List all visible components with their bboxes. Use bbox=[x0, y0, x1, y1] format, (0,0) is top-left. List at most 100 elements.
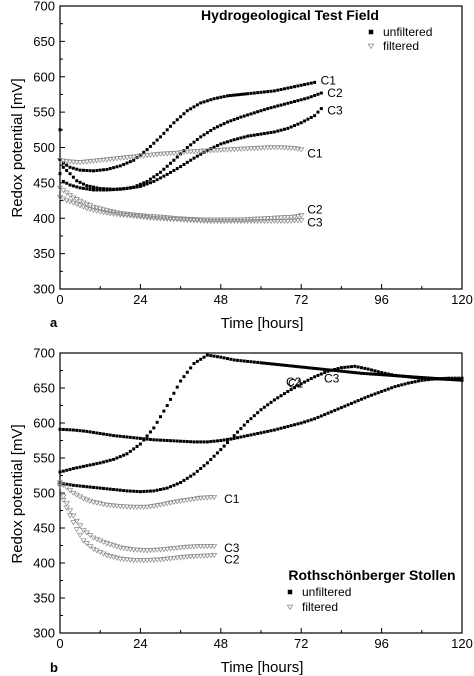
data-point bbox=[407, 382, 410, 385]
data-point bbox=[246, 360, 249, 363]
data-point bbox=[299, 148, 304, 152]
data-point bbox=[99, 187, 102, 190]
y-tick-label: 500 bbox=[33, 486, 55, 501]
data-point bbox=[313, 94, 316, 97]
data-point bbox=[193, 473, 196, 476]
data-point bbox=[374, 373, 377, 376]
data-point bbox=[290, 101, 293, 104]
data-point bbox=[219, 142, 222, 145]
data-point bbox=[216, 439, 219, 442]
data-point bbox=[166, 487, 169, 490]
data-point bbox=[237, 93, 240, 96]
data-point bbox=[414, 380, 417, 383]
data-point bbox=[79, 169, 82, 172]
data-point bbox=[293, 124, 296, 127]
data-point bbox=[206, 354, 209, 357]
data-point bbox=[313, 375, 316, 378]
data-point bbox=[293, 100, 296, 103]
curve-label-c3: C3 bbox=[327, 104, 343, 118]
data-point bbox=[199, 101, 202, 104]
data-point bbox=[89, 185, 92, 188]
data-point bbox=[253, 92, 256, 95]
x-tick-label: 0 bbox=[56, 636, 63, 651]
data-point bbox=[363, 372, 366, 375]
data-point bbox=[290, 424, 293, 427]
series-c3-filtered: C3 bbox=[57, 483, 239, 555]
data-point bbox=[182, 479, 185, 482]
data-point bbox=[99, 432, 102, 435]
data-point bbox=[266, 131, 269, 134]
data-point bbox=[126, 436, 129, 439]
data-point bbox=[95, 431, 98, 434]
data-point bbox=[273, 130, 276, 133]
data-point bbox=[303, 97, 306, 100]
data-point bbox=[260, 109, 263, 112]
data-point bbox=[360, 398, 363, 401]
data-point bbox=[249, 112, 252, 115]
data-point bbox=[186, 146, 189, 149]
data-point bbox=[313, 114, 316, 117]
data-point bbox=[169, 485, 172, 488]
data-point bbox=[223, 356, 226, 359]
data-point bbox=[316, 374, 319, 377]
data-point bbox=[182, 112, 185, 115]
data-point bbox=[213, 440, 216, 443]
data-point bbox=[149, 181, 152, 184]
data-point bbox=[360, 372, 363, 375]
data-point bbox=[189, 475, 192, 478]
data-point bbox=[273, 429, 276, 432]
data-point bbox=[285, 364, 288, 367]
data-point bbox=[146, 438, 149, 441]
data-point bbox=[95, 186, 98, 189]
data-point bbox=[260, 361, 263, 364]
data-point bbox=[129, 450, 132, 453]
data-point bbox=[327, 412, 330, 415]
data-point bbox=[282, 364, 285, 367]
data-point bbox=[311, 367, 314, 370]
data-point bbox=[246, 92, 249, 95]
data-point bbox=[62, 428, 65, 431]
data-point bbox=[219, 356, 222, 359]
data-point bbox=[82, 169, 85, 172]
data-point bbox=[166, 439, 169, 442]
data-point bbox=[249, 360, 252, 363]
curve-label-c1-filtered: C1 bbox=[307, 147, 323, 161]
data-point bbox=[310, 377, 313, 380]
data-point bbox=[399, 375, 402, 378]
data-point bbox=[176, 118, 179, 121]
data-point bbox=[300, 98, 303, 101]
data-point bbox=[95, 486, 98, 489]
data-point bbox=[296, 422, 299, 425]
chart-title: Rothschönberger Stollen bbox=[288, 567, 455, 583]
data-point bbox=[226, 441, 229, 444]
data-point bbox=[417, 380, 420, 383]
data-point bbox=[95, 169, 98, 172]
data-point bbox=[280, 394, 283, 397]
data-point bbox=[112, 434, 115, 437]
data-point bbox=[303, 83, 306, 86]
data-point bbox=[172, 392, 175, 395]
data-point bbox=[320, 415, 323, 418]
data-point bbox=[79, 181, 82, 184]
data-point bbox=[270, 90, 273, 93]
data-point bbox=[233, 434, 236, 437]
data-point bbox=[176, 440, 179, 443]
data-point bbox=[396, 374, 399, 377]
data-point bbox=[243, 115, 246, 118]
data-point bbox=[145, 549, 150, 553]
data-point bbox=[109, 167, 112, 170]
data-point bbox=[193, 105, 196, 108]
data-point bbox=[156, 178, 159, 181]
data-point bbox=[300, 121, 303, 124]
data-point bbox=[306, 419, 309, 422]
chart-panel-a: 3003504004505005506006507000 24 48 72 96 120T… bbox=[9, 0, 473, 332]
data-point bbox=[209, 98, 212, 101]
data-point bbox=[206, 440, 209, 443]
data-point bbox=[152, 426, 155, 429]
data-point bbox=[276, 396, 279, 399]
data-point bbox=[186, 371, 189, 374]
data-point bbox=[209, 129, 212, 132]
data-point bbox=[229, 139, 232, 142]
data-point bbox=[260, 91, 263, 94]
data-point bbox=[72, 167, 75, 170]
